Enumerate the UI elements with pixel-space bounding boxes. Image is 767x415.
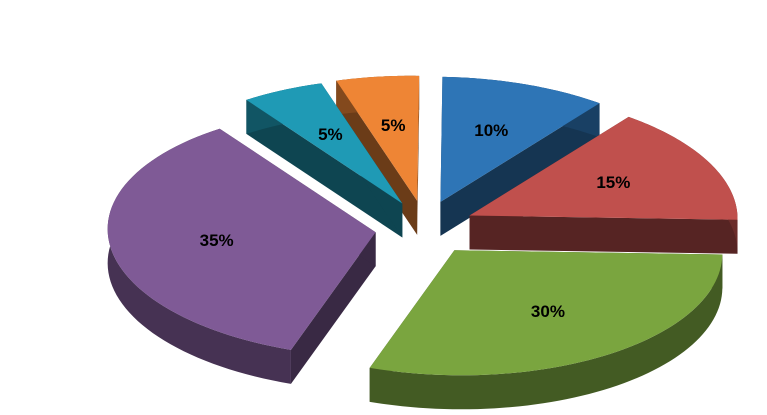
slice-top: [469, 116, 738, 220]
slice-side-wall: [290, 232, 376, 384]
slice-side-wall: [417, 75, 420, 235]
slice-label: 5%: [381, 116, 406, 135]
slice-top: [369, 250, 723, 376]
slice-label: 30%: [531, 302, 565, 321]
slice-top: [107, 128, 376, 350]
pie-slice: [246, 83, 403, 238]
pie-slice: [369, 250, 723, 410]
slice-top: [246, 83, 403, 204]
slice-side-wall: [246, 99, 403, 238]
slice-top: [336, 75, 420, 201]
pie-slice: [469, 116, 738, 254]
slice-label: 5%: [318, 125, 343, 144]
slice-rim: [369, 254, 723, 410]
slice-side-wall: [469, 215, 738, 254]
pie-slice: [107, 128, 376, 384]
slice-label: 35%: [200, 231, 234, 250]
slice-side-wall: [440, 103, 600, 236]
pie-slice: [440, 76, 600, 236]
slice-top: [440, 76, 600, 202]
slice-label: 10%: [474, 121, 508, 140]
slice-label: 15%: [596, 173, 630, 192]
